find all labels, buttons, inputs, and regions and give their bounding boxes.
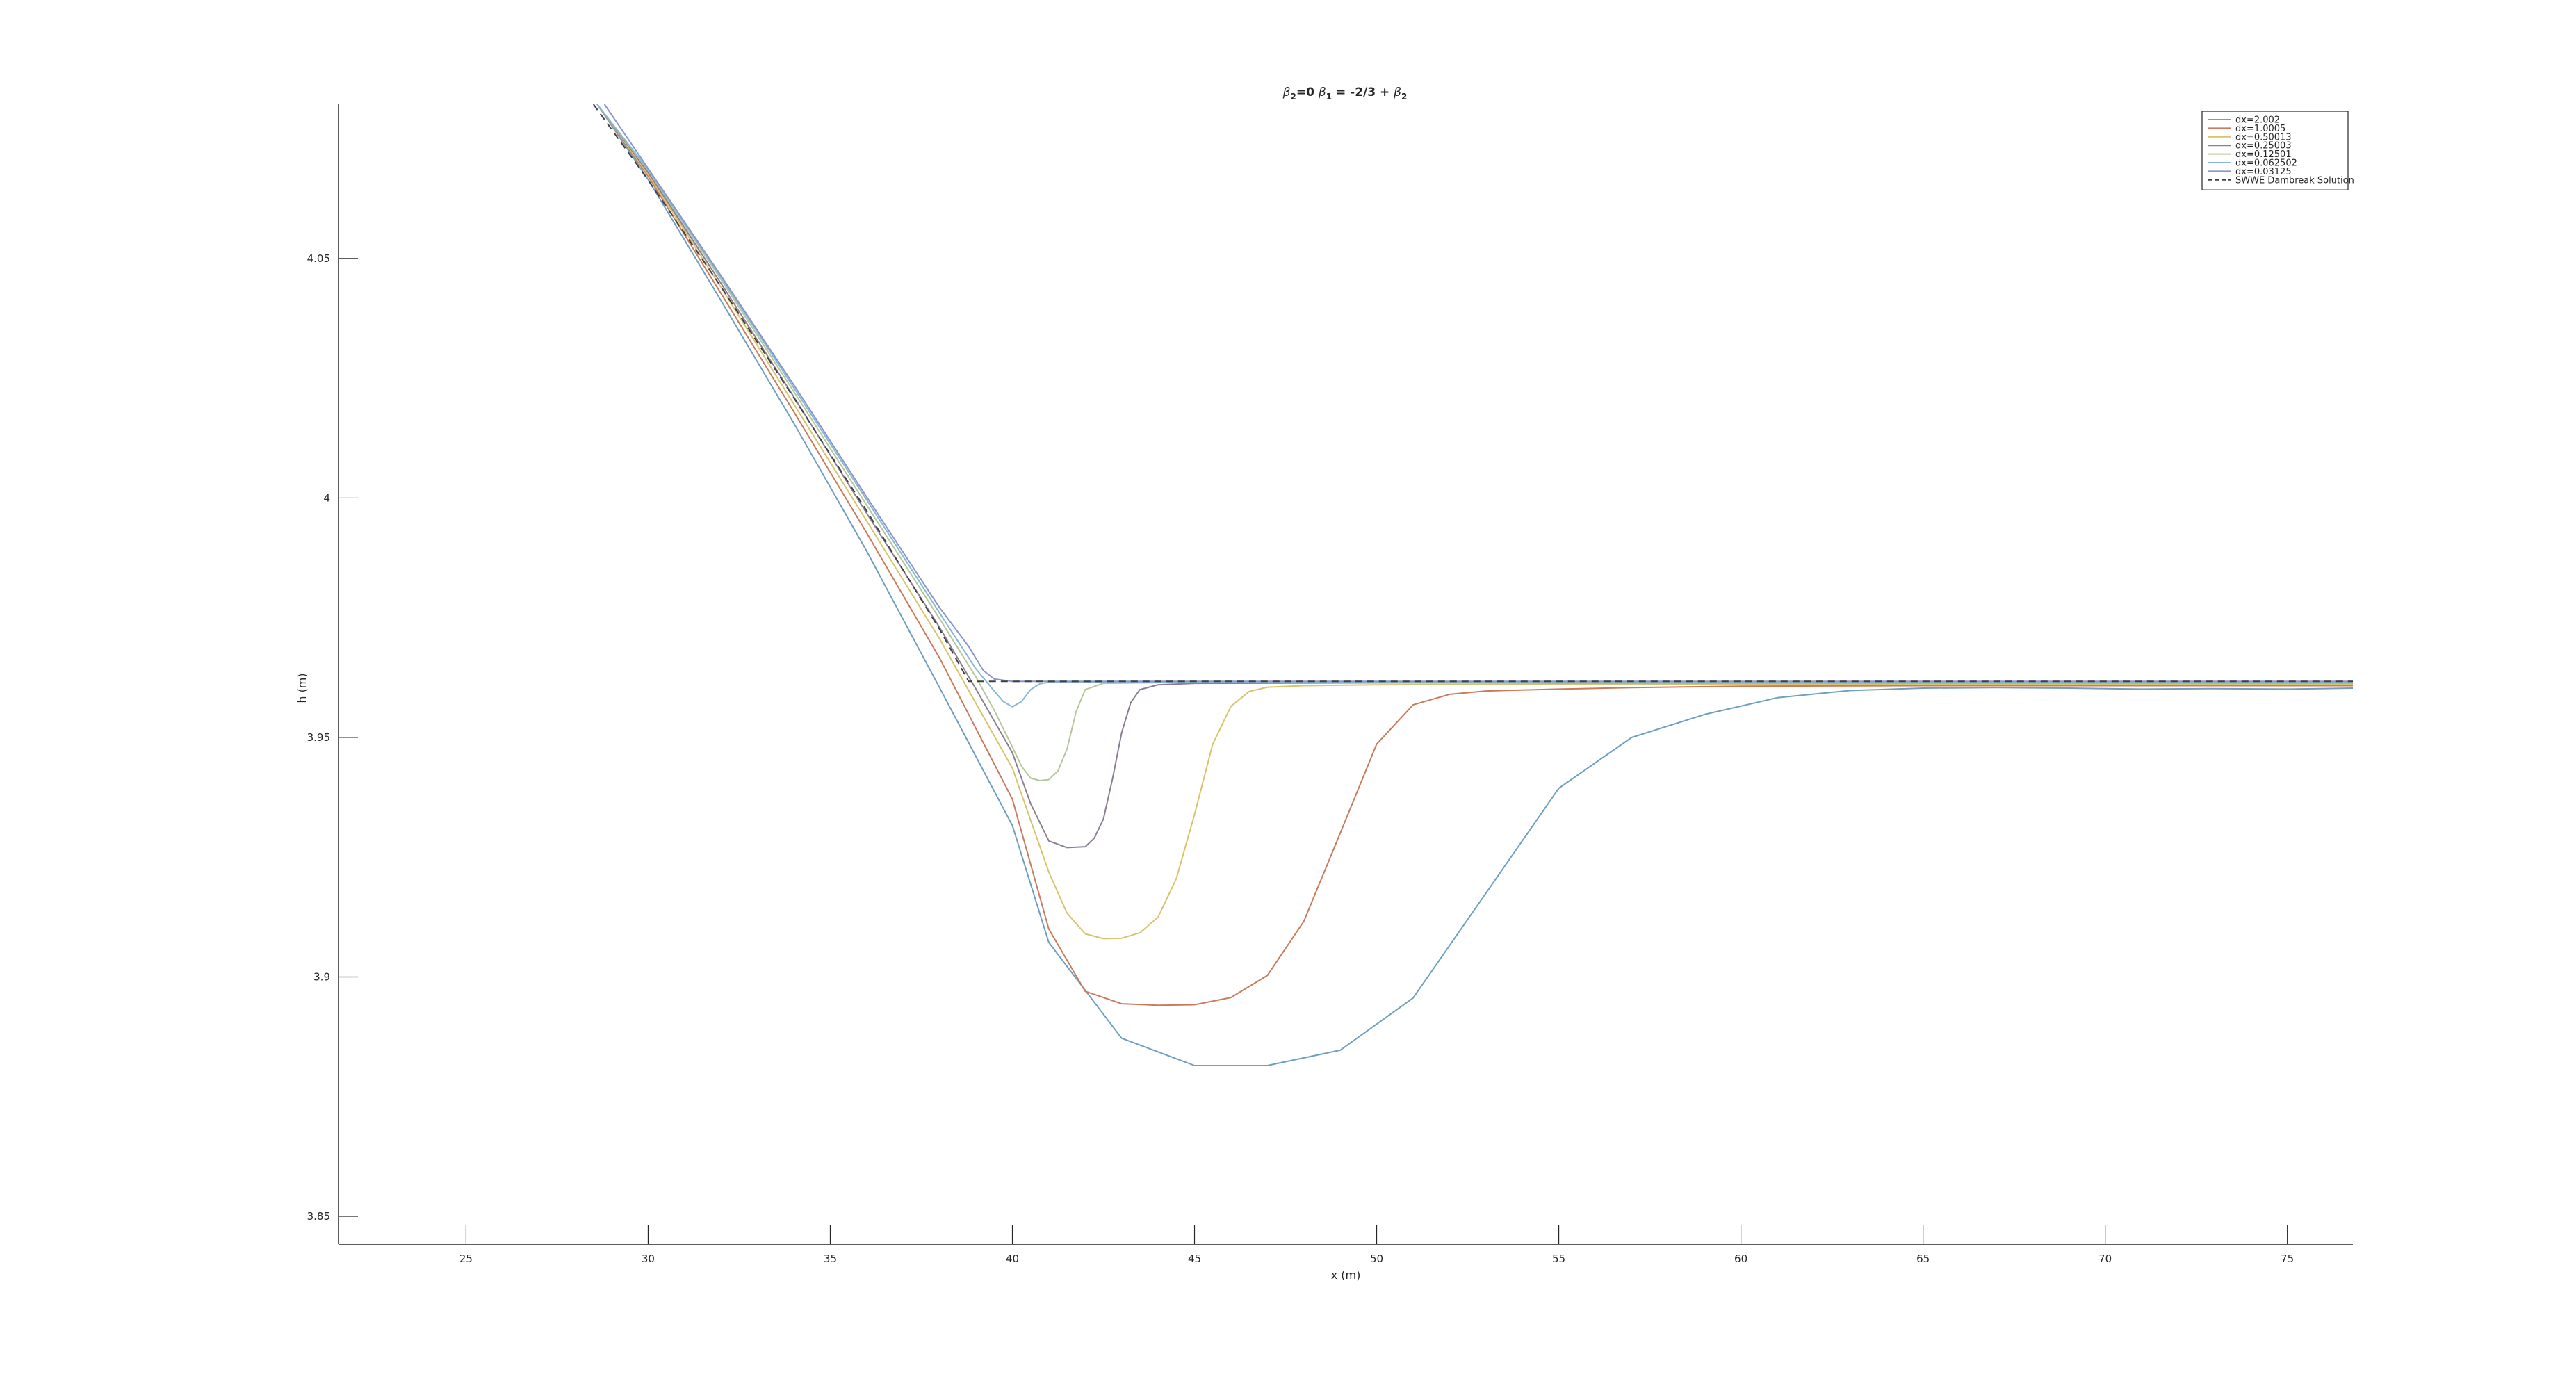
x-tick-label: 35 bbox=[824, 1253, 837, 1265]
y-axis: 3.85 3.9 3.95 4 4.05 bbox=[307, 104, 358, 1244]
series-line-6 bbox=[596, 104, 2353, 708]
y-tick-label: 4 bbox=[323, 491, 330, 504]
legend-label: dx=0.25003 bbox=[2235, 141, 2292, 152]
legend: dx=2.002dx=1.0005dx=0.50013dx=0.25003dx=… bbox=[2201, 111, 2354, 190]
series-layer bbox=[592, 104, 2353, 1066]
series-line-8 bbox=[592, 104, 2353, 683]
legend-label: dx=0.50013 bbox=[2235, 132, 2292, 142]
x-tick-label: 55 bbox=[1552, 1253, 1565, 1265]
x-tick-label: 70 bbox=[2098, 1253, 2112, 1265]
series-line-3 bbox=[596, 104, 2353, 940]
series-line-4 bbox=[596, 104, 2353, 849]
y-tick-label: 3.95 bbox=[307, 731, 330, 744]
legend-label: dx=2.002 bbox=[2235, 115, 2280, 126]
y-tick-label: 3.9 bbox=[313, 970, 330, 983]
y-axis-label: h (m) bbox=[295, 673, 309, 703]
legend-label: dx=0.12501 bbox=[2235, 149, 2292, 160]
series-line-2 bbox=[596, 104, 2353, 1006]
x-tick-label: 30 bbox=[642, 1253, 655, 1265]
legend-label: dx=0.062502 bbox=[2235, 158, 2297, 169]
x-tick-label: 50 bbox=[1370, 1253, 1383, 1265]
series-line-7 bbox=[603, 104, 2353, 683]
series-line-1 bbox=[596, 104, 2353, 1066]
series-line-5 bbox=[596, 104, 2353, 781]
legend-label: dx=0.03125 bbox=[2235, 167, 2292, 177]
legend-box bbox=[2201, 111, 2349, 190]
x-tick-label: 25 bbox=[459, 1253, 473, 1265]
x-tick-label: 40 bbox=[1006, 1253, 1019, 1265]
x-tick-label: 75 bbox=[2281, 1253, 2294, 1265]
y-tick-label: 3.85 bbox=[307, 1210, 330, 1223]
y-tick-label: 4.05 bbox=[307, 252, 330, 265]
legend-label: SWWE Dambreak Solution bbox=[2235, 175, 2354, 186]
x-axis-label: x (m) bbox=[1331, 1269, 1361, 1282]
x-tick-label: 45 bbox=[1188, 1253, 1201, 1265]
x-tick-label: 65 bbox=[1916, 1253, 1930, 1265]
chart-title: β2=0 β1 = -2/3 + β2 bbox=[1282, 85, 1408, 101]
x-axis: 25 30 35 40 45 50 55 60 65 70 75 bbox=[339, 1225, 2353, 1265]
x-tick-label: 60 bbox=[1734, 1253, 1747, 1265]
legend-label: dx=1.0005 bbox=[2235, 124, 2285, 134]
